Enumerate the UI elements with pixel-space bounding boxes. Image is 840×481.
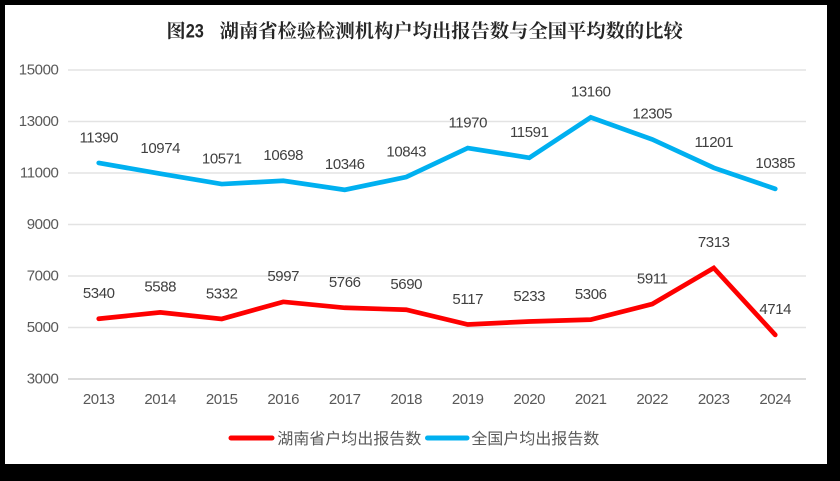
svg-text:2013: 2013 [83, 391, 115, 408]
svg-text:2014: 2014 [144, 391, 176, 408]
svg-text:2024: 2024 [759, 391, 791, 408]
svg-text:11000: 11000 [20, 165, 59, 182]
svg-text:2019: 2019 [452, 391, 484, 408]
svg-text:5911: 5911 [637, 270, 668, 287]
svg-text:4714: 4714 [759, 301, 791, 318]
svg-text:5766: 5766 [329, 274, 361, 291]
svg-text:2020: 2020 [513, 391, 545, 408]
svg-text:2015: 2015 [206, 391, 238, 408]
svg-text:10346: 10346 [325, 156, 365, 173]
svg-text:7313: 7313 [698, 234, 730, 251]
svg-text:5233: 5233 [513, 288, 545, 305]
svg-text:13160: 13160 [571, 84, 611, 101]
svg-text:2021: 2021 [575, 391, 607, 408]
svg-text:11201: 11201 [694, 134, 733, 151]
svg-text:10843: 10843 [386, 143, 426, 160]
svg-text:5000: 5000 [27, 319, 59, 336]
svg-text:5588: 5588 [144, 279, 176, 296]
svg-text:5340: 5340 [83, 285, 115, 302]
svg-text:10571: 10571 [202, 150, 242, 167]
svg-text:2023: 2023 [698, 391, 730, 408]
svg-text:5306: 5306 [575, 286, 607, 303]
svg-text:10974: 10974 [140, 140, 180, 157]
svg-text:5997: 5997 [267, 268, 299, 285]
svg-text:15000: 15000 [19, 62, 59, 79]
svg-text:11970: 11970 [448, 114, 487, 131]
svg-text:2018: 2018 [390, 391, 422, 408]
svg-text:7000: 7000 [27, 268, 59, 285]
svg-text:9000: 9000 [27, 216, 59, 233]
svg-text:10698: 10698 [263, 147, 303, 164]
svg-text:12305: 12305 [632, 106, 672, 123]
svg-text:11390: 11390 [79, 129, 118, 146]
svg-text:2017: 2017 [329, 391, 361, 408]
svg-text:3000: 3000 [27, 371, 59, 388]
svg-text:2022: 2022 [636, 391, 668, 408]
svg-text:5332: 5332 [206, 285, 238, 302]
svg-text:5117: 5117 [452, 291, 483, 308]
svg-text:5690: 5690 [390, 276, 422, 293]
svg-text:13000: 13000 [19, 113, 59, 130]
svg-text:2016: 2016 [267, 391, 299, 408]
svg-text:23: 23 [186, 22, 204, 43]
svg-text:10385: 10385 [755, 155, 795, 172]
svg-text:11591: 11591 [510, 124, 549, 141]
